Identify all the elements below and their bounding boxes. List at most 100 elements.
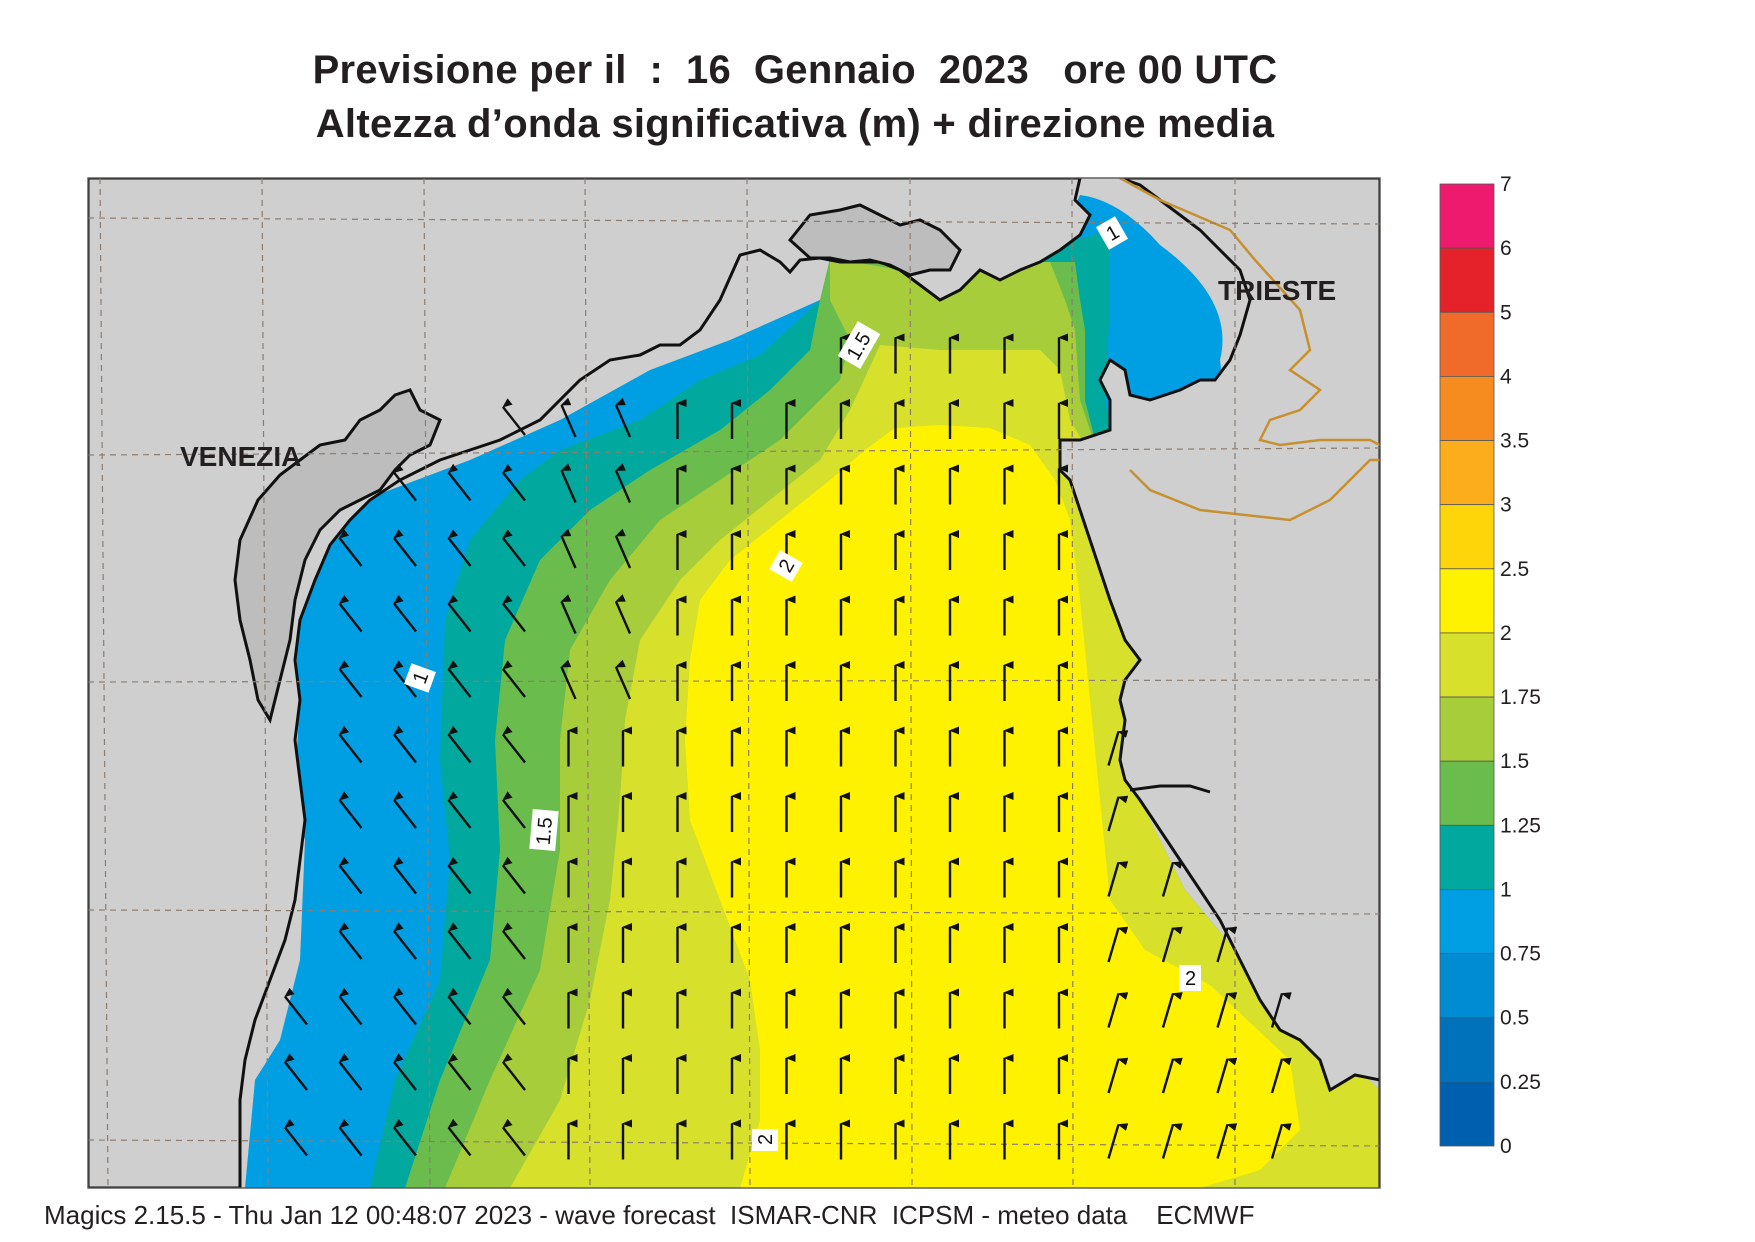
legend-label: 2.5 bbox=[1500, 558, 1529, 581]
contour-label: 2 bbox=[755, 1134, 777, 1145]
direction-arrow bbox=[502, 660, 526, 698]
direction-arrow bbox=[393, 1053, 417, 1091]
direction-arrow bbox=[560, 463, 577, 503]
map-area bbox=[88, 178, 1380, 1188]
direction-arrow bbox=[447, 922, 472, 960]
map-frame bbox=[87, 177, 1381, 1189]
title-forecast-date: Previsione per il : 16 Gennaio 2023 ore … bbox=[312, 48, 1278, 92]
direction-arrow bbox=[447, 987, 472, 1026]
footer-credits: Magics 2.15.5 - Thu Jan 12 00:48:07 2023… bbox=[44, 1200, 1255, 1230]
direction-arrow bbox=[338, 660, 363, 698]
legend-swatch bbox=[1439, 1017, 1495, 1083]
direction-arrow bbox=[447, 463, 472, 502]
direction-arrow bbox=[502, 1053, 526, 1091]
direction-arrow bbox=[393, 856, 417, 895]
direction-arrow bbox=[614, 397, 632, 438]
direction-arrow bbox=[614, 594, 632, 634]
direction-arrow bbox=[560, 397, 577, 438]
coastline-east bbox=[1058, 178, 1380, 1188]
isonzo-river bbox=[1129, 784, 1211, 794]
mean-direction-arrows bbox=[284, 333, 1292, 1160]
contour-label: 1.5 bbox=[533, 816, 557, 846]
legend-swatch bbox=[1439, 889, 1495, 955]
direction-arrow bbox=[447, 725, 472, 764]
direction-arrow bbox=[1270, 1123, 1292, 1159]
direction-arrow bbox=[1270, 1057, 1292, 1094]
direction-arrow bbox=[284, 1053, 308, 1091]
direction-arrow bbox=[338, 922, 363, 960]
direction-arrow bbox=[338, 529, 363, 567]
direction-arrow bbox=[1107, 795, 1129, 832]
direction-arrow bbox=[614, 463, 632, 503]
legend-swatch bbox=[1439, 311, 1495, 377]
direction-arrow bbox=[393, 987, 417, 1026]
contour-label: 2 bbox=[1185, 968, 1196, 990]
direction-arrow bbox=[393, 1118, 417, 1157]
legend-label: 2 bbox=[1500, 622, 1512, 645]
direction-arrow bbox=[338, 856, 363, 895]
legend-label: 1.25 bbox=[1500, 814, 1541, 837]
direction-arrow bbox=[1216, 1057, 1238, 1094]
venice-lagoon bbox=[233, 388, 442, 724]
direction-arrow bbox=[284, 1118, 308, 1157]
direction-arrow bbox=[502, 791, 526, 829]
direction-arrow bbox=[338, 594, 363, 633]
legend-label: 1.75 bbox=[1500, 686, 1541, 709]
legend-label: 0.25 bbox=[1500, 1071, 1541, 1094]
direction-arrow bbox=[502, 725, 526, 764]
direction-arrow bbox=[502, 529, 526, 567]
legend-label: 3 bbox=[1500, 494, 1512, 517]
direction-arrow bbox=[393, 529, 417, 567]
direction-arrow bbox=[502, 856, 526, 895]
direction-arrow bbox=[393, 922, 417, 960]
direction-arrow bbox=[447, 594, 472, 633]
direction-arrow bbox=[284, 987, 308, 1026]
direction-arrow bbox=[338, 1118, 363, 1157]
direction-arrow bbox=[447, 1118, 472, 1157]
direction-arrow bbox=[502, 1118, 526, 1157]
direction-arrow bbox=[447, 856, 472, 895]
legend-swatch bbox=[1439, 504, 1495, 570]
direction-arrow bbox=[1216, 992, 1238, 1028]
legend-label: 1.5 bbox=[1500, 750, 1529, 773]
direction-arrow bbox=[1107, 861, 1129, 897]
direction-arrow bbox=[502, 922, 526, 960]
direction-arrow bbox=[338, 791, 363, 829]
legend-swatch bbox=[1439, 440, 1495, 506]
legend-label: 3.5 bbox=[1500, 430, 1529, 453]
direction-arrow bbox=[1161, 861, 1183, 897]
direction-arrow bbox=[447, 791, 472, 829]
legend-swatch bbox=[1439, 953, 1495, 1019]
direction-arrow bbox=[447, 529, 472, 567]
direction-arrow bbox=[502, 594, 526, 633]
legend-swatch bbox=[1439, 824, 1495, 890]
direction-arrow bbox=[1107, 926, 1129, 963]
direction-arrow bbox=[1161, 992, 1183, 1028]
direction-arrow bbox=[1107, 1123, 1129, 1159]
direction-arrow bbox=[447, 660, 472, 698]
direction-arrow bbox=[393, 594, 417, 633]
legend-swatch bbox=[1439, 183, 1495, 249]
legend-label: 7 bbox=[1500, 173, 1512, 196]
direction-arrow bbox=[614, 528, 632, 569]
legend-label: 0.75 bbox=[1500, 943, 1541, 966]
direction-arrow bbox=[393, 725, 417, 764]
label-venezia: VENEZIA bbox=[180, 441, 301, 472]
direction-arrow bbox=[614, 659, 632, 700]
title-parameter: Altezza d’onda significativa (m) + direz… bbox=[315, 102, 1275, 146]
direction-arrow bbox=[560, 659, 577, 700]
legend-swatch bbox=[1439, 696, 1495, 762]
direction-arrow bbox=[1107, 992, 1129, 1028]
border-line bbox=[1119, 178, 1380, 522]
legend-swatch bbox=[1439, 1081, 1495, 1147]
direction-arrow bbox=[1216, 1123, 1238, 1159]
legend-label: 5 bbox=[1500, 301, 1512, 324]
direction-arrow bbox=[560, 528, 577, 569]
direction-arrow bbox=[1107, 730, 1129, 766]
legend-label: 4 bbox=[1500, 365, 1512, 388]
direction-arrow bbox=[1270, 992, 1292, 1028]
legend-swatch bbox=[1439, 375, 1495, 441]
coastline-north bbox=[88, 178, 1092, 1188]
direction-arrow bbox=[560, 594, 577, 634]
